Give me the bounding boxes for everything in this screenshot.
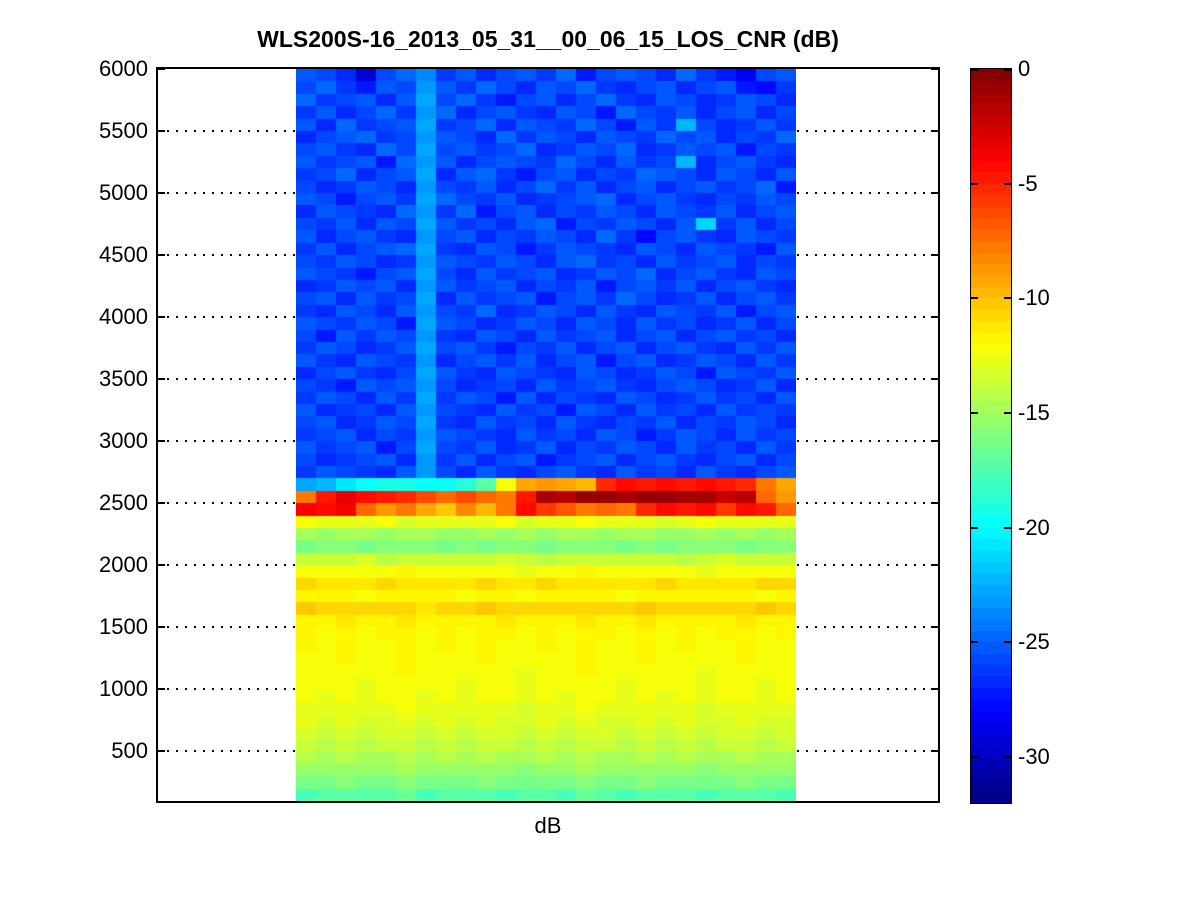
colorbar-canvas xyxy=(971,69,1011,803)
colorbar-tick-mark xyxy=(971,297,978,300)
y-tick-mark xyxy=(158,254,165,257)
y-tick-mark xyxy=(158,130,165,133)
y-tick-mark xyxy=(931,192,938,195)
y-tick-mark xyxy=(158,564,165,567)
colorbar-tick-mark xyxy=(1004,412,1011,415)
colorbar-label--5: -5 xyxy=(1018,170,1038,196)
colorbar-tick-mark xyxy=(971,526,978,529)
colorbar-tick-mark xyxy=(1004,641,1011,644)
y-tick-mark xyxy=(931,378,938,381)
colorbar-tick-mark xyxy=(971,641,978,644)
colorbar-label-0: 0 xyxy=(1018,56,1031,81)
colorbar-tick-mark xyxy=(971,412,978,415)
plot-area xyxy=(156,67,940,803)
y-tick-mark xyxy=(931,316,938,319)
y-tick-mark xyxy=(158,192,165,195)
y-tick-label-3500: 3500 xyxy=(99,366,148,392)
y-tick-label-1000: 1000 xyxy=(99,676,148,702)
heatmap-canvas xyxy=(296,69,796,801)
y-tick-mark xyxy=(158,626,165,629)
y-tick-mark xyxy=(931,68,938,70)
chart-title: WLS200S-16_2013_05_31__00_06_15_LOS_CNR … xyxy=(257,26,839,52)
colorbar-tick-mark xyxy=(971,182,978,185)
colorbar-label--25: -25 xyxy=(1018,629,1050,655)
colorbar-tick-mark xyxy=(1004,756,1011,759)
y-tick-label-1500: 1500 xyxy=(99,614,148,640)
colorbar-tick-mark xyxy=(971,69,978,71)
colorbar-tick-mark xyxy=(1004,182,1011,185)
y-tick-label-5000: 5000 xyxy=(99,180,148,206)
y-tick-mark xyxy=(931,750,938,753)
colorbar-label--30: -30 xyxy=(1018,744,1050,770)
y-tick-mark xyxy=(158,68,165,70)
y-tick-label-3000: 3000 xyxy=(99,428,148,454)
y-tick-mark xyxy=(931,564,938,567)
y-tick-label-4000: 4000 xyxy=(99,304,148,330)
y-tick-mark xyxy=(158,502,165,505)
y-tick-label-4500: 4500 xyxy=(99,242,148,268)
x-axis-label: dB xyxy=(534,813,562,838)
y-tick-mark xyxy=(158,750,165,753)
y-tick-mark xyxy=(158,316,165,319)
colorbar-label--10: -10 xyxy=(1018,285,1050,311)
y-tick-label-5500: 5500 xyxy=(99,118,148,144)
y-tick-label-500: 500 xyxy=(111,738,148,764)
y-tick-mark xyxy=(931,626,938,629)
y-tick-mark xyxy=(158,378,165,381)
colorbar-tick-mark xyxy=(971,756,978,759)
colorbar-tick-mark xyxy=(1004,297,1011,300)
y-tick-mark xyxy=(931,254,938,257)
colorbar-label--20: -20 xyxy=(1018,514,1050,540)
y-tick-label-2000: 2000 xyxy=(99,552,148,578)
y-tick-label-2500: 2500 xyxy=(99,490,148,516)
y-tick-mark xyxy=(158,440,165,443)
y-tick-mark xyxy=(158,688,165,691)
colorbar-tick-mark xyxy=(1004,69,1011,71)
colorbar-tick-mark xyxy=(1004,526,1011,529)
y-tick-mark xyxy=(931,688,938,691)
y-tick-mark xyxy=(931,130,938,133)
colorbar-label--15: -15 xyxy=(1018,400,1050,426)
y-tick-mark xyxy=(931,502,938,505)
y-tick-mark xyxy=(931,440,938,443)
y-tick-label-6000: 6000 xyxy=(99,56,148,81)
colorbar xyxy=(970,68,1012,804)
